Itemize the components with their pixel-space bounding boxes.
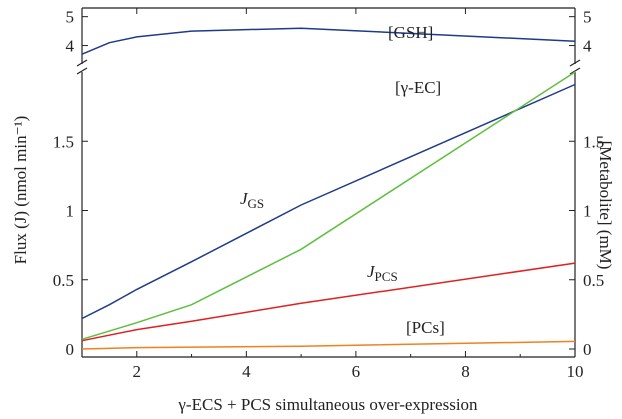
- y-axis-label-right: [Metabolite] (mM): [596, 141, 615, 270]
- tick-labels: 2 4 6 8 10 0 0 0.5 0.5 1 1 1.5 1.5 4 4 5 5: [53, 8, 605, 381]
- jgs-label: JGS: [240, 189, 264, 211]
- y-tick-label-right: 4: [583, 37, 592, 56]
- y-tick-label-left: 1: [66, 202, 75, 221]
- axis-break-mark: [76, 59, 88, 67]
- series-line: [81, 71, 576, 341]
- x-tick-label: 8: [461, 362, 470, 381]
- y-axis-label-left: Flux (J) (nmol min⁻¹): [11, 116, 30, 265]
- x-tick-label: 6: [352, 362, 361, 381]
- series-annotations: [GSH] [γ-EC] JGS JPCS [PCs]: [240, 23, 445, 337]
- axis-break-mark: [569, 67, 581, 75]
- x-tick-label: 4: [242, 362, 251, 381]
- plot-frame: [76, 7, 581, 358]
- y-tick-label-left: 1.5: [53, 132, 74, 151]
- gec-label: [γ-EC]: [395, 78, 441, 97]
- y-tick-label-right: 0.5: [583, 271, 604, 290]
- y-tick-label-right: 5: [583, 8, 592, 27]
- x-tick-label: 2: [133, 362, 142, 381]
- pcs-label: [PCs]: [406, 318, 445, 337]
- jpcs-label: JPCS: [367, 262, 398, 284]
- axis-break-mark: [569, 59, 581, 67]
- y-tick-label-right: 1: [583, 202, 592, 221]
- y-tick-label-right: 0: [583, 340, 592, 359]
- gsh-label: [GSH]: [388, 23, 433, 42]
- series-line: [81, 340, 576, 350]
- y-tick-label-right: 1.5: [583, 132, 604, 151]
- y-tick-label-left: 0.5: [53, 271, 74, 290]
- series-lines: [81, 27, 576, 350]
- series-line: [81, 83, 576, 320]
- x-axis-label: γ-ECS + PCS simultaneous over-expression: [177, 395, 478, 414]
- y-tick-label-left: 5: [66, 8, 75, 27]
- series-line: [81, 27, 576, 55]
- tick-marks: [81, 8, 576, 357]
- y-tick-label-left: 0: [66, 340, 75, 359]
- series-line: [81, 262, 576, 342]
- axis-break-mark: [76, 67, 88, 75]
- x-tick-label: 10: [567, 362, 584, 381]
- y-tick-label-left: 4: [66, 37, 75, 56]
